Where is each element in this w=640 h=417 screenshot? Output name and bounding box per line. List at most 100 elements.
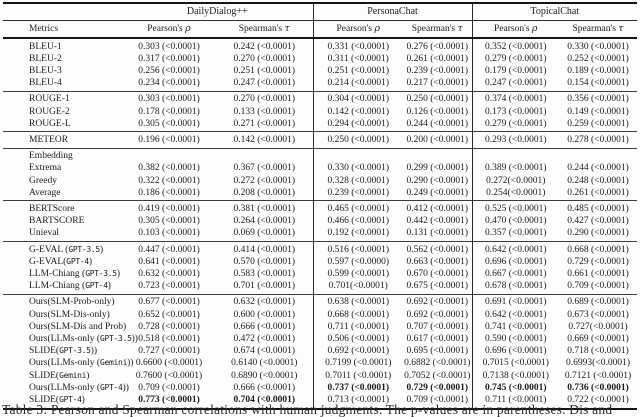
metric-label: Average xyxy=(29,187,61,198)
value-cell: 0.305 (<0.0001) xyxy=(138,216,200,227)
value-cell: 0.259 (<0.0001) xyxy=(567,118,629,129)
value-cell: 0.322 (<0.0001) xyxy=(138,175,200,186)
value-cell: 0.419 (<0.0001) xyxy=(138,203,200,214)
value-cell xyxy=(216,148,313,162)
value-cell: 0.251 (<0.0001) xyxy=(312,64,403,78)
value-cell: 0.722 (<0.0001) xyxy=(567,394,629,405)
value-cell: 0.192 (<0.0001) xyxy=(312,227,403,242)
metric-label: BARTSCORE xyxy=(29,216,85,227)
group-header-personachat: PersonaChat xyxy=(312,3,473,21)
value-cell: 0.239 (<0.0001) xyxy=(406,65,469,76)
metric-label: BLEU-3 xyxy=(29,65,62,76)
value-cell: 0.711 (<0.0001) xyxy=(471,393,560,409)
value-cell: 0.773 (<0.0001) xyxy=(138,394,200,405)
table-row: BLEU-3 0.256 (<0.0001) 0.251 (<0.0001) 0.25… xyxy=(3,64,637,78)
value-cell: 0.737 (<0.0001) xyxy=(312,381,403,394)
group-header-row: DailyDialog++ PersonaChat TopicalChat xyxy=(3,3,638,21)
table-section: BERTScore 0.419 (<0.0001) 0.381 (<0.0001) 0… xyxy=(3,200,638,242)
value-cell: 0.709 (<0.0001) xyxy=(567,281,629,292)
metric-label: BLEU-2 xyxy=(29,53,62,64)
value-cell: 0.6993(<0.0001) xyxy=(566,358,630,369)
results-table: DailyDialog++ PersonaChat TopicalChat Me… xyxy=(3,2,638,410)
value-cell: 0.254(<0.0001) xyxy=(471,186,560,201)
value-cell: 0.214 (<0.0001) xyxy=(312,77,403,92)
value-cell: 0.272 (<0.0001) xyxy=(233,175,296,186)
model-name-code: GPT-4 xyxy=(85,281,108,291)
value-cell: 0.261 (<0.0001) xyxy=(406,53,469,64)
value-cell: 0.290 (<0.0001) xyxy=(406,175,469,186)
value-cell: 0.179 (<0.0001) xyxy=(471,64,560,78)
value-cell: 0.142 (<0.0001) xyxy=(312,105,403,118)
pearson-header-pc: Pearson's ρ xyxy=(312,20,403,39)
value-cell: 0.251 (<0.0001) xyxy=(233,65,296,76)
value-cell: 0.264 (<0.0001) xyxy=(233,216,296,227)
value-cell: 0.668 (<0.0001) xyxy=(567,244,629,255)
value-cell: 0.442 (<0.0001) xyxy=(406,216,469,227)
model-name-code: GPT-4 xyxy=(66,256,89,266)
metric-label: Ours(LLMs-only (Gemini)) xyxy=(29,358,134,369)
value-cell: 0.311 (<0.0001) xyxy=(312,52,403,65)
value-cell xyxy=(403,148,472,162)
value-cell: 0.713 (<0.0001) xyxy=(312,393,403,409)
metric-label: BLEU-4 xyxy=(29,78,62,89)
value-cell: 0.727(<0.0001) xyxy=(568,321,628,332)
pearson-header-dd: Pearson's ρ xyxy=(122,20,216,39)
value-cell: 0.317 (<0.0001) xyxy=(138,53,200,64)
spearman-header-dd: Spearman's τ xyxy=(216,20,313,39)
value-cell: 0.374 (<0.0001) xyxy=(471,91,560,106)
value-cell: 0.126 (<0.0001) xyxy=(406,106,469,117)
value-cell: 0.695 (<0.0001) xyxy=(406,346,469,357)
value-cell: 0.583 (<0.0001) xyxy=(233,268,296,279)
value-cell: 0.303 (<0.0001) xyxy=(138,41,200,52)
value-cell: 0.485 (<0.0001) xyxy=(567,203,629,214)
value-cell: 0.718 (<0.0001) xyxy=(567,346,629,357)
value-cell: 0.599 (<0.0001) xyxy=(312,267,403,281)
table-row: SLIDE(Gemini) 0.7600 (<0.0001) 0.6890 (<0.… xyxy=(3,369,637,382)
metric-label: Greedy xyxy=(29,175,57,186)
value-cell: 0.677 (<0.0001) xyxy=(138,297,200,308)
value-cell: 0.133 (<0.0001) xyxy=(233,106,296,117)
metric-label: Unieval xyxy=(29,228,60,239)
value-cell: 0.389 (<0.0001) xyxy=(471,162,560,175)
model-name-code: GPT-3.5 xyxy=(85,268,117,278)
value-cell: 0.382 (<0.0001) xyxy=(138,163,200,174)
model-name-code: GPT-4 xyxy=(59,394,82,404)
value-cell: 0.707 (<0.0001) xyxy=(406,321,469,332)
model-name-code: Gemini xyxy=(99,358,128,368)
table-row: G-EVAL(GPT-4) 0.641 (<0.0001) 0.570 (<0.00… xyxy=(3,255,637,268)
value-cell: 0.331 (<0.0001) xyxy=(312,38,403,53)
value-cell: 0.518 (<0.0001) xyxy=(138,333,200,344)
table-caption: Table 3: Pearson and Spearman correlatio… xyxy=(2,402,613,417)
value-cell: 0.701 (<0.0001) xyxy=(233,281,296,292)
value-cell: 0.652 (<0.0001) xyxy=(138,309,200,320)
metric-label: G-EVAL (GPT-3.5) xyxy=(29,244,104,255)
value-cell: 0.466 (<0.0001) xyxy=(312,215,403,228)
value-cell: 0.472 (<0.0001) xyxy=(233,333,296,344)
model-name-code: Gemini xyxy=(59,370,87,380)
value-cell: 0.692 (<0.0001) xyxy=(312,345,403,358)
value-cell: 0.178 (<0.0001) xyxy=(138,106,200,117)
value-cell: 0.131 (<0.0001) xyxy=(406,228,469,239)
table-row: Ours(LLMs-only (Gemini)) 0.6600 (<0.0001)… xyxy=(3,357,637,370)
value-cell: 0.367 (<0.0001) xyxy=(233,163,296,174)
value-cell: 0.570 (<0.0001) xyxy=(233,256,296,267)
metric-label: ROUGE-1 xyxy=(29,94,70,105)
metric-label: SLIDE(Gemini) xyxy=(29,370,90,381)
value-cell: 0.261 (<0.0001) xyxy=(567,187,629,198)
value-cell: 0.270 (<0.0001) xyxy=(233,53,296,64)
value-cell: 0.239 (<0.0001) xyxy=(312,186,403,201)
value-cell: 0.279 (<0.0001) xyxy=(471,52,560,65)
value-cell: 0.506 (<0.0001) xyxy=(312,332,403,346)
table-section: G-EVAL (GPT-3.5) 0.447 (<0.0001) 0.414 (<0… xyxy=(3,241,638,295)
metric-label: Ours(SLM-Prob-only) xyxy=(29,297,115,308)
value-cell: 0.247 (<0.0001) xyxy=(233,78,296,89)
value-cell: 0.412 (<0.0001) xyxy=(406,203,469,214)
value-cell xyxy=(122,148,216,162)
value-cell: 0.674 (<0.0001) xyxy=(233,346,296,357)
value-cell: 0.745 (<0.0001) xyxy=(471,381,560,394)
value-cell: 0.173 (<0.0001) xyxy=(471,105,560,118)
metric-label: Ours(SLM-Dis and Prob) xyxy=(29,321,127,332)
value-cell: 0.352 (<0.0001) xyxy=(471,38,560,53)
value-cell: 0.465 (<0.0001) xyxy=(312,200,403,216)
value-cell: 0.189 (<0.0001) xyxy=(567,65,629,76)
